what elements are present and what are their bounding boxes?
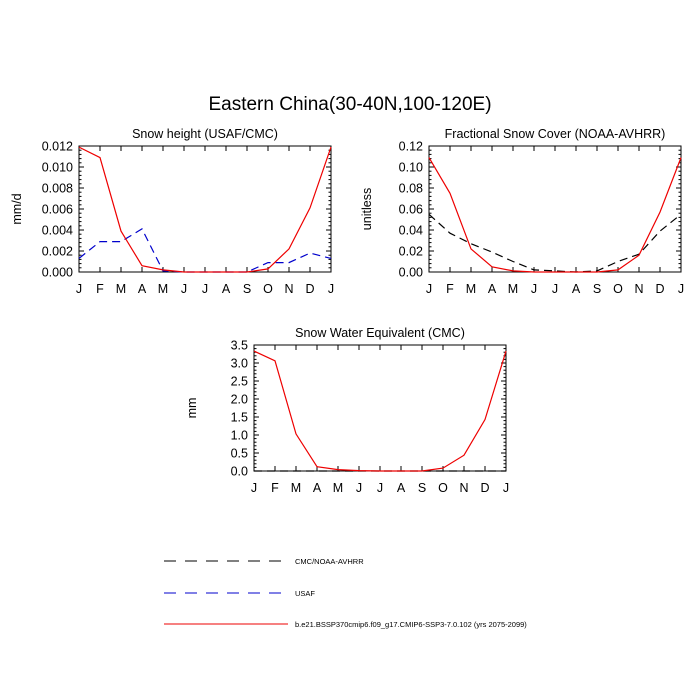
y-tick-label: 1.0 (231, 429, 248, 443)
x-tick-label: O (613, 282, 623, 296)
x-tick-label: J (356, 481, 362, 495)
x-tick-label: N (284, 282, 293, 296)
x-tick-label: A (138, 282, 147, 296)
y-tick-label: 2.5 (231, 375, 248, 389)
x-tick-label: J (181, 282, 187, 296)
x-tick-label: J (531, 282, 537, 296)
x-tick-label: O (263, 282, 273, 296)
y-tick-label: 0.006 (42, 203, 73, 217)
x-tick-label: M (508, 282, 518, 296)
chart-panel-3: Snow Water Equivalent (CMC) mm 0.0 0.5 1.0 1.… (185, 326, 509, 495)
x-tick-label: J (251, 481, 257, 495)
x-tick-label: N (459, 481, 468, 495)
y-tick-label: 1.5 (231, 411, 248, 425)
x-tick-label: O (438, 481, 448, 495)
x-tick-label: M (158, 282, 168, 296)
y-tick-label: 3.0 (231, 357, 248, 371)
y-tick-label: 0.12 (399, 140, 423, 154)
x-tick-label: D (305, 282, 314, 296)
x-tick-label: M (116, 282, 126, 296)
x-tick-label: J (377, 481, 383, 495)
x-tick-label: A (313, 481, 322, 495)
x-tick-label: D (480, 481, 489, 495)
chart-title: Fractional Snow Cover (NOAA-AVHRR) (445, 127, 666, 141)
x-tick-label: J (503, 481, 509, 495)
x-tick-label: J (552, 282, 558, 296)
x-tick-label: J (328, 282, 334, 296)
x-tick-label: F (446, 282, 454, 296)
chart-panel-2: Fractional Snow Cover (NOAA-AVHRR) unitle… (360, 127, 684, 296)
x-tick-label: J (426, 282, 432, 296)
y-tick-label: 0.010 (42, 161, 73, 175)
y-tick-label: 0.0 (231, 465, 248, 479)
x-tick-label: A (397, 481, 406, 495)
x-tick-label: M (333, 481, 343, 495)
y-tick-label: 0.5 (231, 447, 248, 461)
x-tick-label: A (572, 282, 581, 296)
y-tick-label: 0.004 (42, 224, 73, 238)
x-tick-label: N (634, 282, 643, 296)
chart-title: Snow height (USAF/CMC) (132, 127, 278, 141)
x-tick-label: A (222, 282, 231, 296)
y-tick-label: 0.000 (42, 266, 73, 280)
series-line-2 (78, 146, 332, 273)
x-tick-label: F (96, 282, 104, 296)
x-tick-label: A (488, 282, 497, 296)
x-tick-label: M (466, 282, 476, 296)
plot-frame (78, 145, 332, 273)
y-tick-label: 0.10 (399, 161, 423, 175)
chart-title: Snow Water Equivalent (CMC) (295, 326, 465, 340)
series-line-2 (428, 157, 682, 273)
x-tick-label: S (418, 481, 426, 495)
plot-frame (428, 145, 682, 273)
y-tick-label: 0.012 (42, 140, 73, 154)
x-tick-label: J (76, 282, 82, 296)
legend-label-2: USAF (295, 589, 315, 598)
series-line-2 (253, 350, 507, 472)
y-tick-label: 0.08 (399, 182, 423, 196)
y-tick-label: 2.0 (231, 393, 248, 407)
y-tick-label: 0.06 (399, 203, 423, 217)
y-axis-label: mm/d (10, 193, 24, 224)
x-tick-label: D (655, 282, 664, 296)
x-tick-label: F (271, 481, 279, 495)
legend: CMC/NOAA-AVHRR USAF b.e21.BSSP370cmip6.f09… (164, 557, 527, 629)
x-tick-label: M (291, 481, 301, 495)
y-axis-label: unitless (360, 188, 374, 230)
series-line-1 (78, 228, 332, 273)
y-tick-label: 0.008 (42, 182, 73, 196)
legend-label-3: b.e21.BSSP370cmip6.f09_g17.CMIP6-SSP3-7.… (295, 620, 527, 629)
plot-frame (253, 344, 507, 472)
y-tick-label: 0.002 (42, 245, 73, 259)
y-tick-label: 3.5 (231, 339, 248, 353)
x-tick-label: S (243, 282, 251, 296)
chart-panel-1: Snow height (USAF/CMC) mm/d 0.000 0.002 0.00… (10, 127, 334, 296)
y-tick-label: 0.02 (399, 245, 423, 259)
x-tick-label: S (593, 282, 601, 296)
figure-title: Eastern China(30-40N,100-120E) (208, 94, 492, 115)
y-axis-label: mm (185, 398, 199, 419)
x-tick-label: J (678, 282, 684, 296)
y-tick-label: 0.00 (399, 266, 423, 280)
legend-label-1: CMC/NOAA-AVHRR (295, 557, 364, 566)
y-tick-label: 0.04 (399, 224, 423, 238)
x-tick-label: J (202, 282, 208, 296)
series-line-1 (428, 213, 682, 273)
